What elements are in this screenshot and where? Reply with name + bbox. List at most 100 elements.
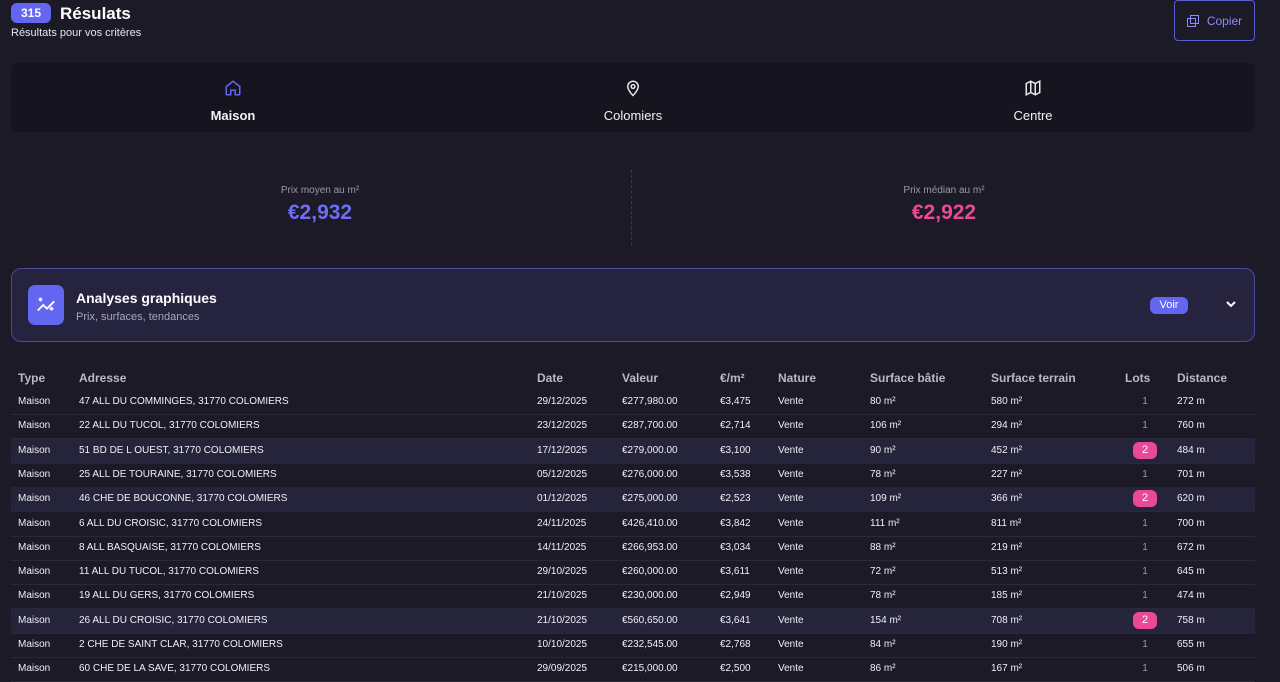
table-cell: 01/12/2025: [537, 493, 588, 505]
table-cell: 185 m²: [991, 590, 1023, 602]
table-cell: Maison: [18, 541, 51, 553]
table-cell: €3,100: [720, 444, 751, 456]
column-header: Lots: [1125, 371, 1151, 385]
tab-label[interactable]: Colomiers: [603, 108, 663, 123]
table-cell: 26 ALL DU CROISIC, 31770 COLOMIERS: [79, 614, 268, 626]
lots-value: 1: [1142, 396, 1148, 407]
table-cell: 21/10/2025: [537, 590, 588, 602]
table-row: Maison 26 ALL DU CROISIC, 31770 COLOMIERS…: [11, 608, 1255, 634]
subtitle: Résultats pour vos critères: [11, 27, 142, 39]
copy-label[interactable]: Copier: [1206, 13, 1243, 28]
table-row: Maison 47 ALL DU COMMINGES, 31770 COLOMIE…: [11, 390, 1255, 415]
table-cell: 701 m: [1177, 468, 1205, 480]
table-cell: 47 ALL DU COMMINGES, 31770 COLOMIERS: [79, 396, 289, 407]
map-icon: [1025, 80, 1041, 96]
table-cell: 700 m: [1177, 517, 1205, 529]
table-cell: Vente: [778, 614, 804, 626]
tabs: Maison Colomiers Centre: [11, 63, 1255, 132]
tab[interactable]: Centre: [826, 63, 1240, 132]
lots-cell: 1: [1133, 463, 1157, 487]
table-cell: €3,641: [720, 614, 751, 626]
table-cell: 78 m²: [870, 468, 896, 480]
table-cell: 51 BD DE L OUEST, 31770 COLOMIERS: [79, 444, 264, 456]
lots-cell: 2: [1133, 609, 1157, 633]
table-cell: 6 ALL DU CROISIC, 31770 COLOMIERS: [79, 517, 263, 529]
table-row: Maison 19 ALL DU GERS, 31770 COLOMIERS 21/…: [11, 584, 1255, 610]
chevron[interactable]: [1224, 297, 1238, 311]
table-cell: 14/11/2025: [537, 541, 587, 553]
column-header: €/m²: [720, 371, 745, 385]
table-cell: Vente: [778, 396, 804, 407]
table-cell: 29/12/2025: [537, 396, 588, 407]
table-cell: 11 ALL DU TUCOL, 31770 COLOMIERS: [79, 566, 259, 578]
tab-label[interactable]: Centre: [1013, 108, 1053, 123]
column-header: Type: [18, 371, 46, 385]
tab[interactable]: Colomiers: [426, 63, 840, 132]
analysis-icon: [28, 285, 64, 325]
table-cell: 506 m: [1177, 663, 1205, 675]
table-cell: 811 m²: [991, 517, 1022, 529]
lots-cell: 1: [1133, 633, 1157, 657]
table-cell: €277,980.00: [622, 396, 678, 407]
table-cell: €260,000.00: [622, 566, 678, 578]
table-cell: 84 m²: [870, 639, 896, 650]
lots-cell: 1: [1133, 657, 1157, 681]
table-cell: 24/11/2025: [537, 517, 587, 529]
tab[interactable]: Maison: [26, 63, 440, 132]
table-cell: 19 ALL DU GERS, 31770 COLOMIERS: [79, 590, 255, 602]
table-cell: 17/12/2025: [537, 444, 588, 456]
table-cell: €2,714: [720, 420, 751, 432]
table-cell: €3,034: [720, 541, 751, 553]
table-cell: 484 m: [1177, 444, 1205, 456]
lots-cell: 1: [1133, 512, 1157, 536]
home-icon: [225, 80, 241, 96]
table-cell: €3,538: [720, 468, 751, 480]
lots-value: 2: [1133, 490, 1157, 508]
table-cell: 154 m²: [870, 614, 902, 626]
table-cell: Maison: [18, 396, 51, 407]
table-cell: 708 m²: [991, 614, 1023, 626]
lots-value: 1: [1142, 468, 1148, 480]
pin-icon: [626, 80, 640, 97]
tab-label[interactable]: Maison: [210, 108, 256, 123]
divider: [631, 170, 632, 245]
table-cell: €3,842: [720, 517, 751, 529]
lots-value: 1: [1142, 541, 1148, 553]
table-cell: 86 m²: [870, 663, 896, 675]
stat-value: €2,932: [287, 201, 353, 224]
copy-icon: [1186, 14, 1199, 27]
table-row: Maison 6 ALL DU CROISIC, 31770 COLOMIERS 2…: [11, 512, 1255, 537]
table-cell: 758 m: [1177, 614, 1205, 626]
table-cell: 21/10/2025: [537, 614, 588, 626]
column-header: Nature: [778, 371, 817, 385]
table-cell: 760 m: [1177, 420, 1205, 432]
analysis-panel[interactable]: Analyses graphiques Prix, surfaces, tend…: [11, 268, 1255, 342]
table-cell: €279,000.00: [622, 444, 678, 456]
stat-label: Prix médian au m²: [903, 185, 985, 196]
lots-value: 1: [1142, 420, 1148, 432]
copy-button[interactable]: Copier: [1174, 0, 1255, 41]
column-header: Distance: [1177, 371, 1228, 385]
table-cell: 620 m: [1177, 493, 1205, 505]
stat: Prix moyen au m² €2,932: [10, 185, 630, 225]
lots-value: 1: [1142, 517, 1148, 529]
table-cell: 167 m²: [991, 663, 1023, 675]
table-cell: 272 m: [1177, 396, 1205, 407]
table-cell: Vente: [778, 517, 804, 529]
lots-cell: 1: [1133, 560, 1157, 584]
table-cell: Vente: [778, 468, 804, 480]
voir-button[interactable]: Voir: [1150, 297, 1188, 314]
column-header: Adresse: [79, 371, 127, 385]
lots-value: 1: [1142, 590, 1148, 602]
table-cell: 25 ALL DE TOURAINE, 31770 COLOMIERS: [79, 468, 277, 480]
sparkle-chart-icon: [37, 297, 55, 312]
table-cell: Maison: [18, 614, 51, 626]
lots-value: 1: [1142, 639, 1148, 650]
table-cell: Maison: [18, 493, 51, 505]
table-cell: 05/12/2025: [537, 468, 588, 480]
table-row: Maison 60 CHE DE LA SAVE, 31770 COLOMIERS…: [11, 657, 1255, 682]
lots-cell: 1: [1133, 414, 1157, 438]
table-cell: €2,768: [720, 639, 751, 650]
table-cell: 22 ALL DU TUCOL, 31770 COLOMIERS: [79, 420, 260, 432]
lots-value: 1: [1142, 663, 1148, 675]
